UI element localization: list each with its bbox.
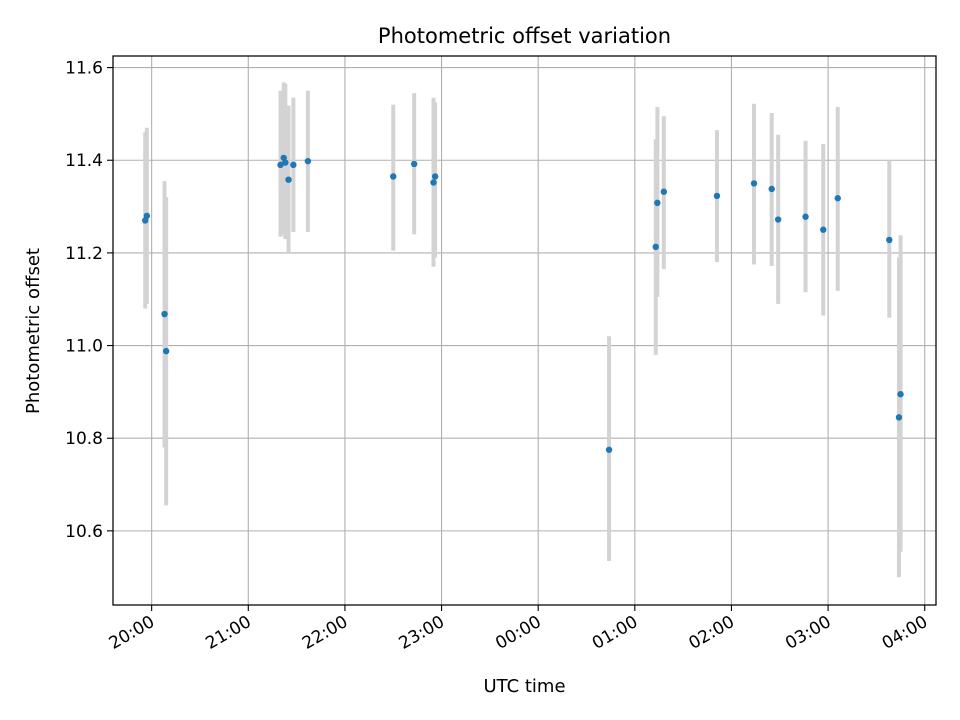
data-point [897, 391, 904, 398]
y-axis-ticks: 10.6 10.8 11.0 11.2 11.4 11.6 [65, 59, 113, 542]
data-point [143, 212, 151, 220]
data-point [774, 216, 782, 223]
data-point [605, 446, 613, 453]
chart-title: Photometric offset variation [378, 24, 671, 48]
data-point [802, 213, 809, 220]
y-tick-label: 10.6 [65, 522, 103, 542]
data-point [768, 185, 775, 193]
data-point [431, 173, 439, 180]
grid-lines [113, 56, 936, 605]
data-point [660, 188, 668, 195]
data-point [304, 157, 312, 165]
data-point [820, 226, 827, 233]
data-point [290, 161, 297, 169]
y-axis-title: Photometric offset [23, 248, 44, 414]
data-point [886, 236, 893, 244]
data-point [713, 192, 721, 200]
y-tick-label: 11.6 [65, 59, 103, 79]
y-tick-label: 11.4 [65, 151, 103, 171]
data-points [142, 154, 904, 453]
data-point [654, 199, 661, 207]
x-axis-title: UTC time [483, 676, 565, 697]
data-point [834, 195, 841, 202]
data-point [410, 160, 418, 168]
data-point [430, 179, 437, 186]
data-point [750, 180, 758, 187]
data-point [652, 243, 659, 251]
data-point [161, 310, 168, 318]
data-point [390, 173, 397, 180]
data-point [162, 347, 170, 355]
data-point [277, 161, 284, 169]
data-point [285, 176, 292, 183]
y-tick-label: 10.8 [65, 429, 103, 449]
plot-frame [112, 55, 937, 606]
y-tick-label: 11.0 [65, 337, 103, 357]
data-point [282, 159, 289, 166]
data-point [895, 414, 903, 421]
y-tick-label: 11.2 [65, 244, 103, 264]
